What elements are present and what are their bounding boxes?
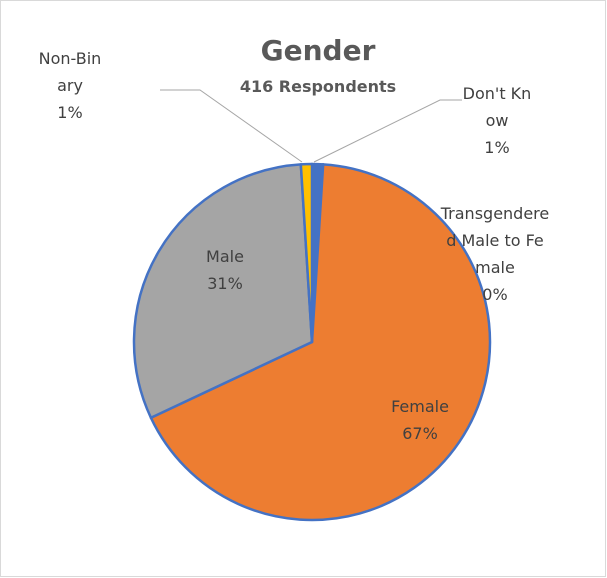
value-label: 1%: [484, 138, 510, 157]
slice-label: Transgendered Male to Female 0%: [440, 200, 550, 308]
chart-title: Gender: [261, 34, 376, 67]
slice: [149, 163, 492, 522]
category-label: Transgendered Male to Female: [440, 204, 550, 277]
category-label: Don't Know: [462, 84, 532, 130]
value-label: 67%: [402, 424, 438, 443]
slice-label: Non-Binary 1%: [35, 45, 105, 126]
category-label: Female: [391, 397, 449, 416]
slice-label: Don't Know 1%: [462, 80, 532, 161]
value-label: 0%: [482, 285, 508, 304]
leader-line: [313, 99, 462, 163]
category-label: Male: [206, 247, 244, 266]
slice: [299, 162, 314, 344]
slice-label: Male 31%: [175, 243, 275, 297]
value-label: 1%: [57, 103, 83, 122]
slice-label: Female 67%: [370, 393, 470, 447]
value-label: 31%: [207, 274, 243, 293]
category-label: Non-Binary: [38, 49, 102, 95]
leader-line: [160, 89, 303, 163]
slice: [132, 163, 314, 420]
chart-subtitle: 416 Respondents: [240, 77, 396, 96]
